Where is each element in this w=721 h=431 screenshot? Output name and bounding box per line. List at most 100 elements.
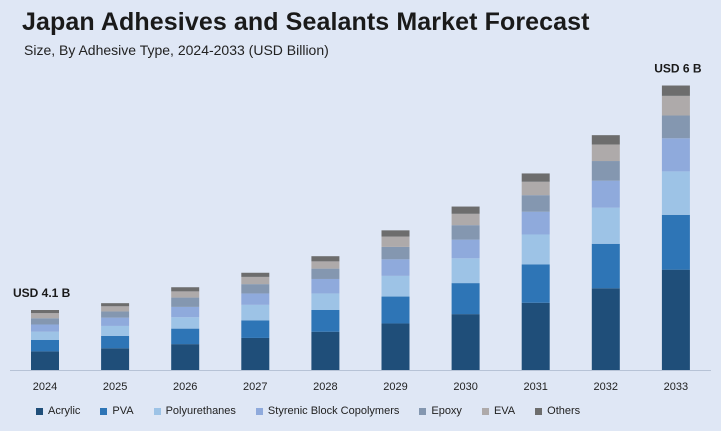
legend-item: Epoxy bbox=[419, 405, 462, 417]
x-tick-label: 2030 bbox=[453, 381, 477, 393]
bar-segment-acrylic-2025 bbox=[101, 348, 130, 370]
bar-segment-polyurethanes-2029 bbox=[381, 275, 410, 297]
bar-segment-epoxy-2030 bbox=[451, 225, 480, 240]
legend-item: Polyurethanes bbox=[153, 405, 236, 417]
x-tick-label: 2031 bbox=[523, 381, 547, 393]
bar-segment-epoxy-2025 bbox=[101, 311, 130, 318]
bar-segment-eva-2033 bbox=[661, 95, 690, 116]
bar-segment-acrylic-2033 bbox=[661, 269, 690, 370]
bar-segment-others-2027 bbox=[241, 272, 270, 277]
bar-segment-polyurethanes-2027 bbox=[241, 304, 270, 321]
bar-segment-acrylic-2026 bbox=[171, 344, 200, 370]
bar-segment-eva-2027 bbox=[241, 276, 270, 285]
bar-segment-pva-2029 bbox=[381, 296, 410, 324]
bar-segment-others-2025 bbox=[101, 303, 130, 307]
bar-segment-styrenic-block-copolymers-2024 bbox=[31, 324, 59, 332]
x-tick-label: 2026 bbox=[173, 381, 197, 393]
bar-segment-others-2026 bbox=[171, 287, 200, 292]
x-tick-label: 2028 bbox=[313, 381, 337, 393]
legend-label: Styrenic Block Copolymers bbox=[267, 405, 400, 417]
bar-segment-eva-2030 bbox=[451, 213, 480, 226]
chart-title: Japan Adhesives and Sealants Market Fore… bbox=[22, 8, 590, 36]
chart-subtitle: Size, By Adhesive Type, 2024-2033 (USD B… bbox=[24, 42, 329, 58]
bar-segment-epoxy-2024 bbox=[31, 318, 59, 325]
bar-segment-acrylic-2024 bbox=[31, 351, 59, 370]
bar-segment-others-2024 bbox=[31, 310, 59, 314]
bar-segment-epoxy-2027 bbox=[241, 284, 270, 294]
legend-item: Acrylic bbox=[36, 405, 80, 417]
bar-segment-pva-2027 bbox=[241, 320, 270, 338]
legend-swatch bbox=[153, 407, 161, 415]
x-tick-label: 2024 bbox=[33, 381, 57, 393]
legend-label: PVA bbox=[112, 405, 134, 417]
legend-swatch bbox=[535, 407, 543, 415]
bar-segment-polyurethanes-2028 bbox=[311, 293, 340, 310]
bar-segment-pva-2026 bbox=[171, 328, 200, 345]
legend-swatch bbox=[100, 407, 108, 415]
bar-segment-styrenic-block-copolymers-2029 bbox=[381, 259, 410, 276]
legend-label: EVA bbox=[493, 405, 516, 417]
bar-segment-eva-2025 bbox=[101, 306, 130, 312]
legend-label: Others bbox=[547, 405, 581, 417]
legend-swatch bbox=[255, 407, 263, 415]
bar-segment-styrenic-block-copolymers-2031 bbox=[521, 211, 550, 235]
bar-segment-pva-2031 bbox=[521, 264, 550, 303]
bar-segment-eva-2031 bbox=[521, 181, 550, 196]
bar-segment-epoxy-2026 bbox=[171, 297, 200, 307]
bar-segment-styrenic-block-copolymers-2030 bbox=[451, 239, 480, 259]
legend-label: Acrylic bbox=[48, 405, 81, 417]
legend-item: EVA bbox=[481, 405, 516, 417]
bar-segment-acrylic-2030 bbox=[451, 314, 480, 370]
legend-item: Others bbox=[535, 405, 580, 417]
bar-segment-epoxy-2033 bbox=[661, 115, 690, 139]
bar-segment-eva-2026 bbox=[171, 291, 200, 298]
data-annotation: USD 4.1 B bbox=[13, 286, 71, 300]
chart-legend: Acrylic PVA Polyurethanes Styrenic Block Co… bbox=[36, 405, 600, 417]
bar-segment-others-2030 bbox=[451, 206, 480, 214]
bar-segment-polyurethanes-2026 bbox=[171, 317, 200, 329]
bar-segment-styrenic-block-copolymers-2033 bbox=[661, 138, 690, 172]
bar-segment-eva-2032 bbox=[591, 144, 620, 162]
bar-segment-acrylic-2029 bbox=[381, 323, 410, 370]
bar-segment-epoxy-2032 bbox=[591, 161, 620, 181]
bar-segment-epoxy-2029 bbox=[381, 246, 410, 260]
bar-segment-styrenic-block-copolymers-2032 bbox=[591, 180, 620, 208]
bar-segment-polyurethanes-2031 bbox=[521, 234, 550, 265]
bar-segment-polyurethanes-2025 bbox=[101, 325, 130, 336]
legend-label: Epoxy bbox=[431, 405, 462, 417]
legend-item: PVA bbox=[100, 405, 134, 417]
x-tick-label: 2032 bbox=[594, 381, 618, 393]
bar-segment-others-2031 bbox=[521, 173, 550, 182]
bar-segment-others-2029 bbox=[381, 230, 410, 237]
legend-swatch bbox=[36, 407, 43, 415]
bar-segment-polyurethanes-2030 bbox=[451, 258, 480, 284]
legend-item: Styrenic Block Copolymers bbox=[255, 405, 400, 417]
bar-segment-acrylic-2028 bbox=[311, 331, 340, 370]
x-tick-label: 2029 bbox=[383, 381, 407, 393]
bar-segment-eva-2029 bbox=[381, 236, 410, 247]
data-annotation: USD 6 B bbox=[654, 62, 702, 76]
legend-swatch bbox=[419, 407, 427, 415]
bar-segment-styrenic-block-copolymers-2026 bbox=[171, 306, 200, 318]
x-tick-label: 2027 bbox=[243, 381, 267, 393]
bar-segment-acrylic-2027 bbox=[241, 337, 270, 370]
bar-segment-others-2028 bbox=[311, 256, 340, 262]
bar-segment-pva-2024 bbox=[31, 340, 59, 352]
bar-segment-acrylic-2031 bbox=[521, 302, 550, 370]
bar-segment-pva-2030 bbox=[451, 283, 480, 315]
bar-segment-others-2032 bbox=[591, 135, 620, 145]
stacked-bar-chart: 2024 2025 2026 2027 2028 2029 2030 2031 2032 2033… bbox=[10, 62, 711, 393]
bar-segment-eva-2024 bbox=[31, 313, 59, 319]
bar-segment-acrylic-2032 bbox=[591, 288, 620, 370]
bar-segment-styrenic-block-copolymers-2027 bbox=[241, 293, 270, 305]
x-tick-label: 2033 bbox=[664, 381, 688, 393]
legend-label: Polyurethanes bbox=[165, 405, 236, 417]
x-tick-label: 2025 bbox=[103, 381, 127, 393]
bar-segment-polyurethanes-2033 bbox=[661, 171, 690, 215]
bar-segment-pva-2032 bbox=[591, 243, 620, 289]
bar-segment-pva-2028 bbox=[311, 310, 340, 332]
bar-segment-polyurethanes-2024 bbox=[31, 331, 59, 340]
bar-segment-styrenic-block-copolymers-2025 bbox=[101, 317, 130, 326]
bar-segment-pva-2025 bbox=[101, 335, 130, 349]
bar-segment-pva-2033 bbox=[661, 214, 690, 270]
